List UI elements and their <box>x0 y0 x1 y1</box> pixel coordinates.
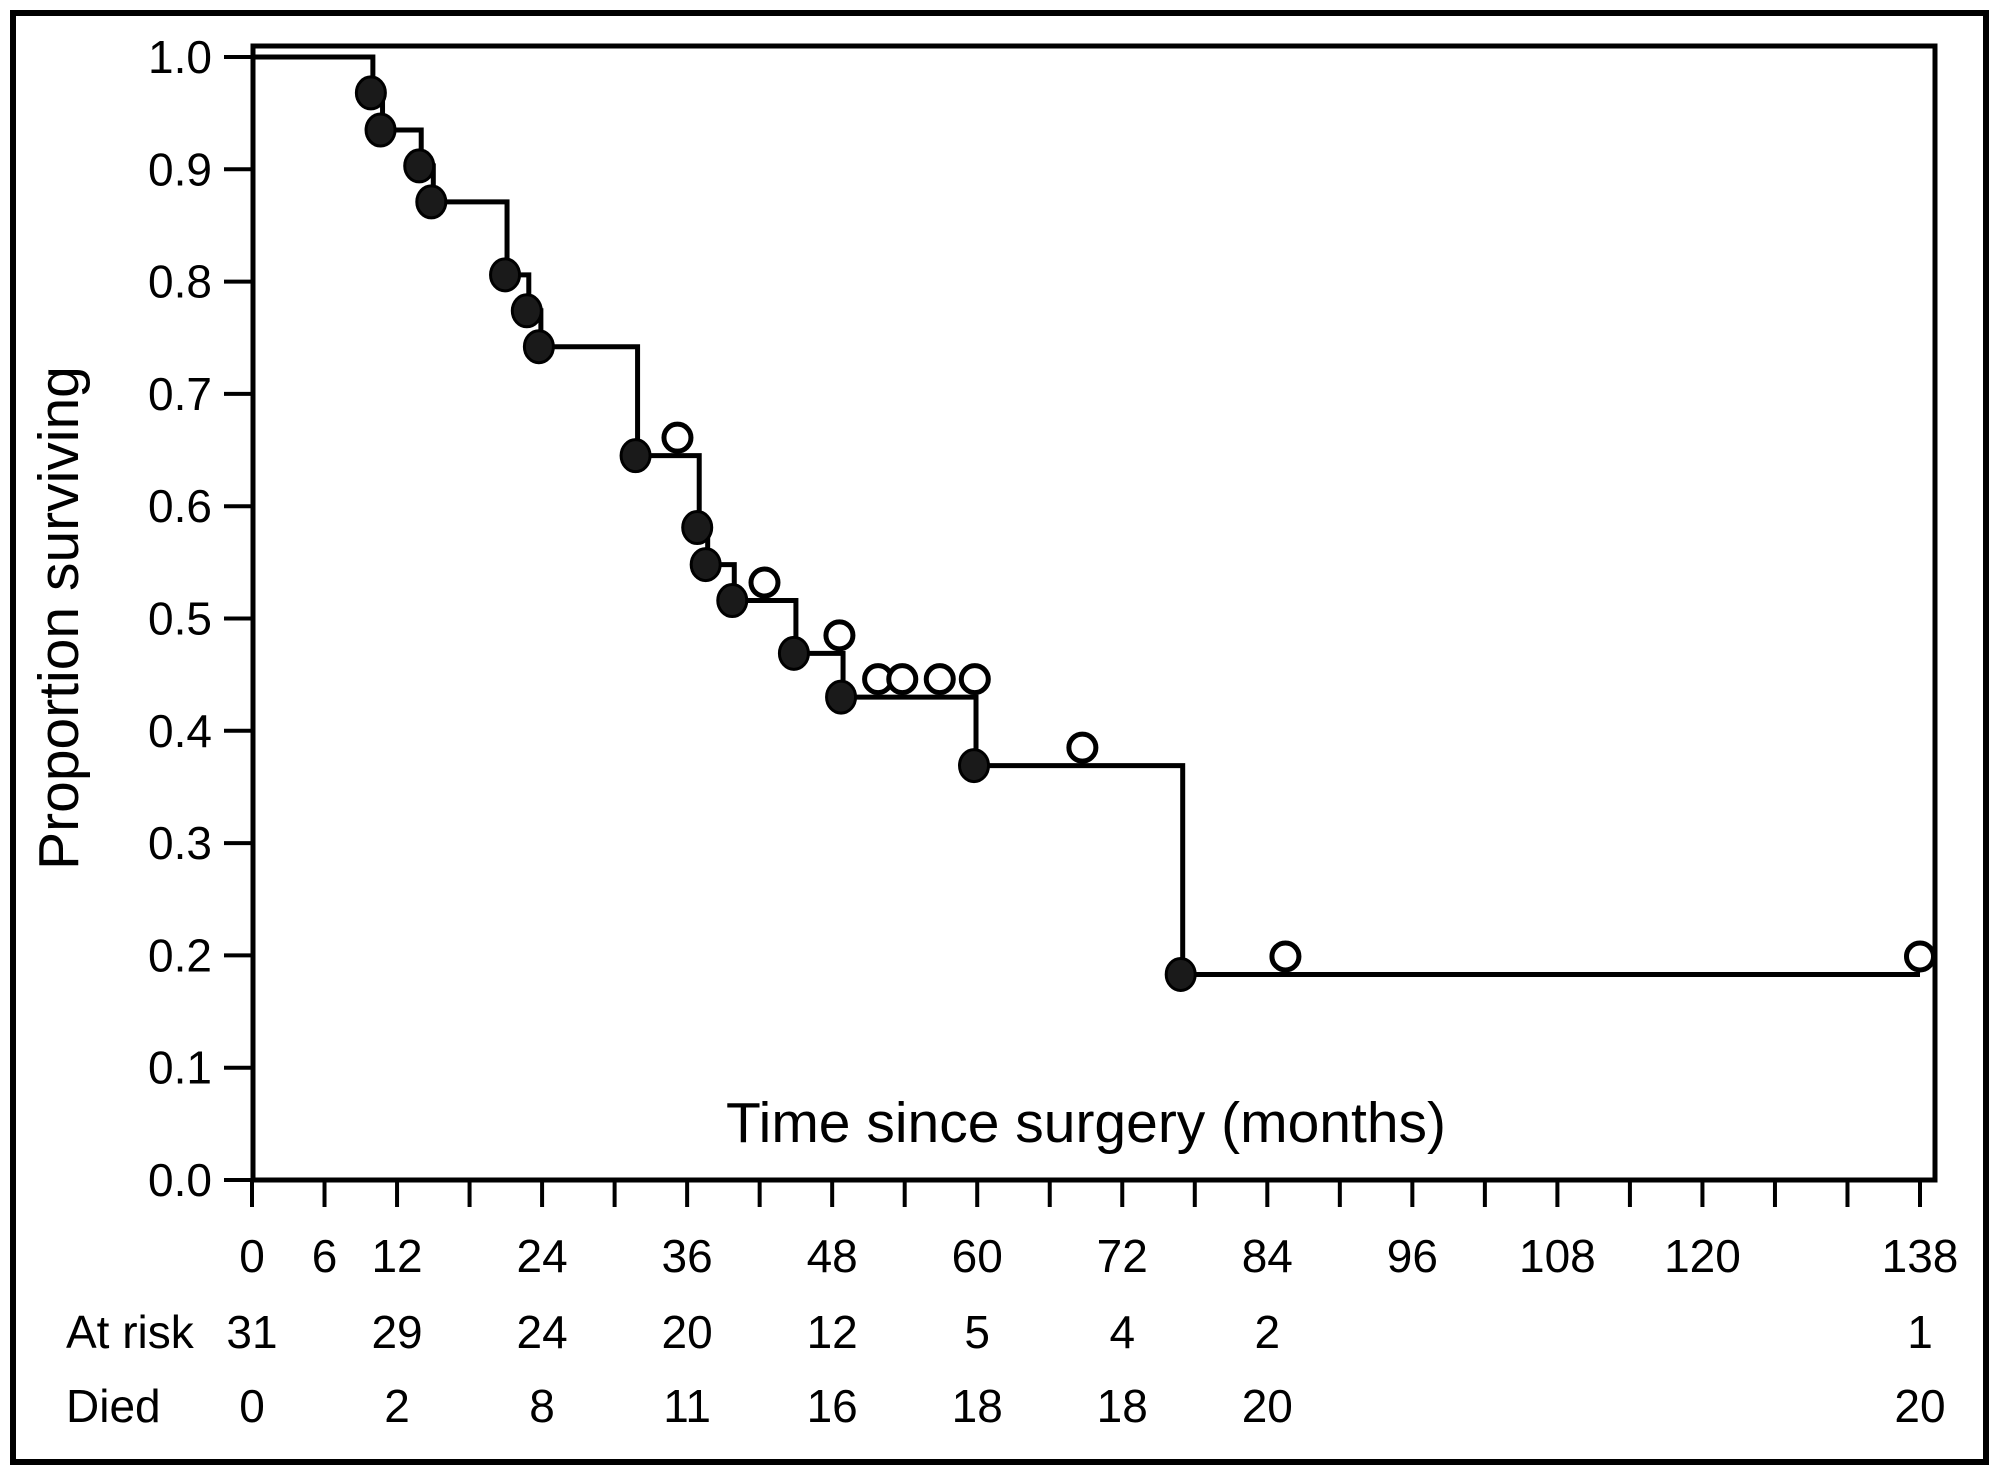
x-tick-label: 60 <box>952 1230 1003 1282</box>
death-marker <box>364 112 397 148</box>
survival-curve-group <box>253 54 1921 977</box>
death-marker <box>689 547 722 583</box>
y-tick-label: 0.8 <box>148 256 212 308</box>
died-values: 0 2 8 11 16 18 18 20 20 <box>239 1380 1945 1432</box>
y-tick-label: 0.5 <box>148 593 212 645</box>
y-tick-label: 1.0 <box>148 31 212 83</box>
at-risk-value: 12 <box>807 1306 858 1358</box>
death-marker <box>522 329 555 365</box>
died-value: 16 <box>807 1380 858 1432</box>
x-axis-title: Time since surgery (months) <box>726 1091 1446 1155</box>
death-marker <box>1164 956 1197 992</box>
x-tick-label: 6 <box>312 1230 338 1282</box>
x-axis-tick-labels: 0 6 12 24 36 48 60 72 84 96 108 120 138 <box>239 1230 1958 1282</box>
death-marker <box>489 257 522 293</box>
survival-step-curve <box>253 54 1921 977</box>
x-tick-label: 48 <box>807 1230 858 1282</box>
censor-marker <box>958 663 991 696</box>
death-marker <box>681 510 714 546</box>
at-risk-value: 24 <box>517 1306 568 1358</box>
death-markers-group <box>354 75 1197 992</box>
at-risk-value: 4 <box>1109 1306 1135 1358</box>
y-tick-label: 0.1 <box>148 1042 212 1094</box>
died-value: 2 <box>384 1380 410 1432</box>
x-axis-ticks <box>250 1180 1923 1207</box>
death-marker <box>415 184 448 220</box>
death-marker <box>510 293 543 329</box>
at-risk-value: 20 <box>662 1306 713 1358</box>
x-tick-label: 0 <box>239 1230 265 1282</box>
at-risk-value: 5 <box>964 1306 990 1358</box>
death-marker <box>958 748 991 784</box>
at-risk-values: 31 29 24 20 12 5 4 2 1 <box>226 1306 1932 1358</box>
y-tick-label: 0.9 <box>148 143 212 195</box>
x-tick-label: 72 <box>1097 1230 1148 1282</box>
x-tick-label: 96 <box>1387 1230 1438 1282</box>
died-row-label: Died <box>66 1380 161 1432</box>
death-marker <box>716 583 749 619</box>
y-tick-label: 0.3 <box>148 817 212 869</box>
censor-marker <box>748 566 781 599</box>
at-risk-value: 31 <box>226 1306 277 1358</box>
died-value: 20 <box>1894 1380 1945 1432</box>
death-marker <box>777 635 810 671</box>
y-tick-label: 0.2 <box>148 929 212 981</box>
y-tick-label: 0.4 <box>148 705 212 757</box>
y-axis-tick-labels: 0.0 0.1 0.2 0.3 0.4 0.5 0.6 0.7 0.8 0.9 1.0 <box>148 31 212 1206</box>
died-value: 11 <box>663 1380 711 1432</box>
at-risk-value: 1 <box>1907 1306 1933 1358</box>
death-marker <box>403 148 436 184</box>
x-tick-label: 12 <box>371 1230 422 1282</box>
died-value: 20 <box>1242 1380 1293 1432</box>
died-value: 18 <box>1097 1380 1148 1432</box>
plot-box <box>250 43 1938 1183</box>
censor-marker <box>1904 940 1937 973</box>
x-tick-label: 24 <box>517 1230 568 1282</box>
censor-marker <box>1066 731 1099 764</box>
x-tick-label: 84 <box>1242 1230 1293 1282</box>
censor-marker <box>1269 940 1302 973</box>
x-tick-label: 120 <box>1664 1230 1741 1282</box>
censor-marker <box>886 663 919 696</box>
at-risk-value: 29 <box>371 1306 422 1358</box>
death-marker <box>619 438 652 474</box>
death-marker <box>354 75 387 111</box>
y-axis-title: Proportion surviving <box>27 366 91 870</box>
x-tick-label: 36 <box>662 1230 713 1282</box>
x-tick-label: 108 <box>1519 1230 1596 1282</box>
x-tick-label: 138 <box>1882 1230 1959 1282</box>
censor-marker <box>923 663 956 696</box>
censor-markers-group <box>661 421 1937 973</box>
died-value: 18 <box>952 1380 1003 1432</box>
died-value: 8 <box>529 1380 555 1432</box>
figure-border <box>10 10 1989 1465</box>
at-risk-row-label: At risk <box>66 1306 195 1358</box>
y-axis-ticks <box>224 55 253 1182</box>
y-tick-label: 0.6 <box>148 480 212 532</box>
censor-marker <box>661 421 694 454</box>
at-risk-value: 2 <box>1255 1306 1281 1358</box>
y-tick-label: 0.7 <box>148 368 212 420</box>
y-tick-label: 0.0 <box>148 1154 212 1206</box>
died-value: 0 <box>239 1380 265 1432</box>
death-marker <box>825 679 858 715</box>
censor-marker <box>823 619 856 652</box>
